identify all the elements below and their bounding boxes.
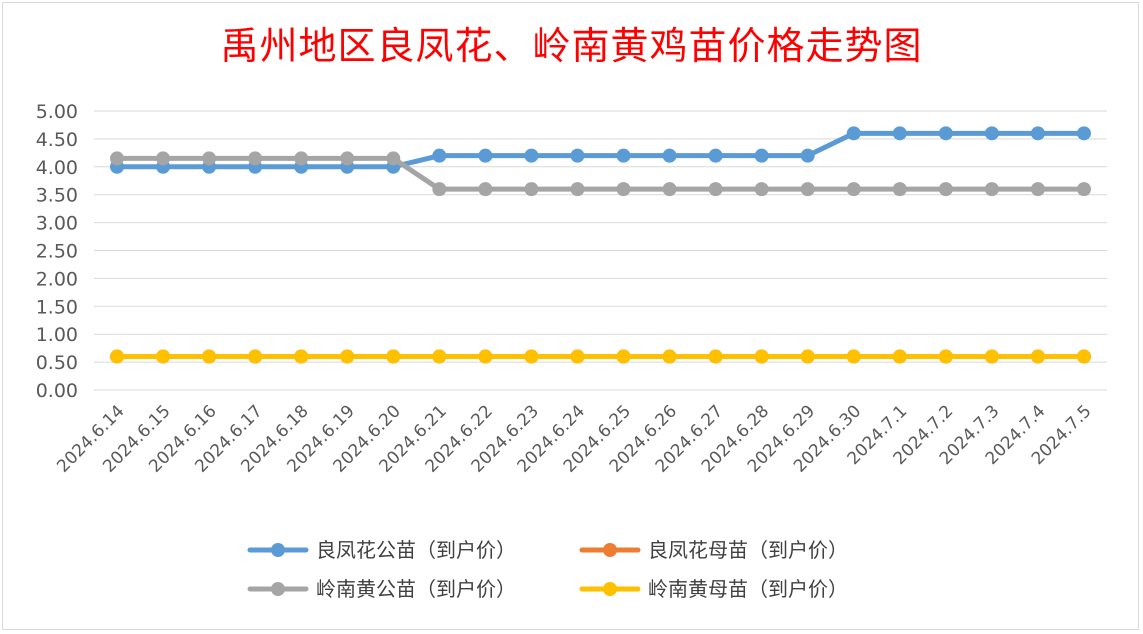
data-point bbox=[616, 182, 631, 197]
legend-marker bbox=[271, 582, 285, 596]
data-point bbox=[984, 126, 999, 141]
data-point bbox=[1030, 182, 1045, 197]
legend-label: 岭南黄母苗（到户价） bbox=[648, 577, 848, 601]
y-tick-label: 5.00 bbox=[36, 101, 78, 123]
data-point bbox=[478, 182, 493, 197]
data-point bbox=[202, 151, 217, 166]
data-point bbox=[754, 182, 769, 197]
legend-label: 良凤花母苗（到户价） bbox=[648, 538, 848, 562]
y-tick-label: 0.50 bbox=[36, 352, 78, 374]
data-point bbox=[340, 349, 355, 364]
data-point bbox=[294, 151, 309, 166]
data-point bbox=[110, 349, 125, 364]
data-point bbox=[846, 182, 861, 197]
data-point bbox=[386, 349, 401, 364]
data-point bbox=[110, 151, 125, 166]
data-point bbox=[616, 148, 631, 163]
y-tick-label: 2.50 bbox=[36, 241, 78, 263]
series-line bbox=[114, 155, 1087, 192]
y-tick-label: 3.50 bbox=[36, 185, 78, 207]
y-tick-label: 1.00 bbox=[36, 324, 78, 346]
data-point bbox=[524, 182, 539, 197]
data-point bbox=[846, 349, 861, 364]
legend-marker bbox=[603, 582, 617, 596]
data-point bbox=[478, 349, 493, 364]
data-point bbox=[984, 349, 999, 364]
data-point bbox=[156, 349, 171, 364]
data-point bbox=[1030, 349, 1045, 364]
data-point bbox=[156, 151, 171, 166]
data-point bbox=[570, 148, 585, 163]
data-point bbox=[662, 148, 677, 163]
series-3 bbox=[110, 151, 1091, 197]
data-point bbox=[938, 126, 953, 141]
series-line bbox=[114, 130, 1087, 170]
data-point bbox=[1076, 126, 1091, 141]
data-point bbox=[800, 349, 815, 364]
chart-title: 禹州地区良凤花、岭南黄鸡苗价格走势图 bbox=[220, 24, 923, 68]
data-point bbox=[938, 349, 953, 364]
data-point bbox=[708, 349, 723, 364]
data-point bbox=[432, 148, 447, 163]
data-point bbox=[754, 349, 769, 364]
data-point bbox=[294, 349, 309, 364]
data-point bbox=[708, 182, 723, 197]
data-point bbox=[662, 349, 677, 364]
data-point bbox=[662, 182, 677, 197]
data-point bbox=[708, 148, 723, 163]
legend-item: 岭南黄公苗（到户价） bbox=[247, 577, 516, 601]
data-point bbox=[202, 349, 217, 364]
data-point bbox=[248, 349, 263, 364]
data-point bbox=[1076, 182, 1091, 197]
legend-label: 岭南黄公苗（到户价） bbox=[316, 577, 516, 601]
data-point bbox=[386, 151, 401, 166]
data-point bbox=[754, 148, 769, 163]
y-tick-label: 4.50 bbox=[36, 129, 78, 151]
data-point bbox=[1076, 349, 1091, 364]
data-point bbox=[800, 182, 815, 197]
data-point bbox=[524, 148, 539, 163]
data-point bbox=[892, 182, 907, 197]
data-point bbox=[478, 148, 493, 163]
data-point bbox=[570, 349, 585, 364]
data-point bbox=[846, 126, 861, 141]
data-point bbox=[616, 349, 631, 364]
series-4 bbox=[110, 349, 1091, 364]
data-point bbox=[248, 151, 263, 166]
legend-label: 良凤花公苗（到户价） bbox=[316, 538, 516, 562]
y-tick-label: 1.50 bbox=[36, 296, 78, 318]
data-point bbox=[984, 182, 999, 197]
y-tick-label: 2.00 bbox=[36, 268, 78, 290]
data-point bbox=[432, 349, 447, 364]
data-point bbox=[892, 126, 907, 141]
data-point bbox=[800, 148, 815, 163]
y-tick-label: 4.00 bbox=[36, 157, 78, 179]
legend-marker bbox=[603, 543, 617, 557]
data-point bbox=[1030, 126, 1045, 141]
y-tick-label: 3.00 bbox=[36, 213, 78, 235]
legend-marker bbox=[271, 543, 285, 557]
legend-item: 良凤花公苗（到户价） bbox=[247, 538, 516, 562]
data-point bbox=[340, 151, 355, 166]
legend-item: 良凤花母苗（到户价） bbox=[579, 538, 848, 562]
data-point bbox=[892, 349, 907, 364]
y-tick-label: 0.00 bbox=[36, 380, 78, 402]
data-point bbox=[938, 182, 953, 197]
data-point bbox=[432, 182, 447, 197]
data-point bbox=[570, 182, 585, 197]
gridlines bbox=[94, 110, 1107, 391]
data-point bbox=[524, 349, 539, 364]
legend-item: 岭南黄母苗（到户价） bbox=[579, 577, 848, 601]
